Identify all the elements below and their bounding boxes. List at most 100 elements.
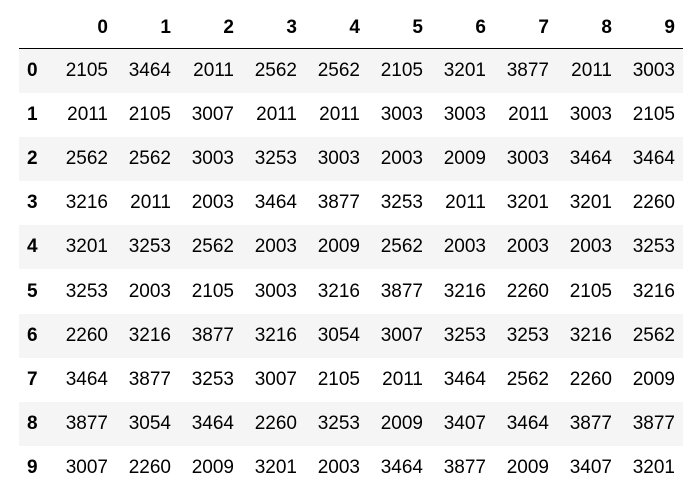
table-cell: 3464 bbox=[254, 192, 297, 214]
table-cell: 3877 bbox=[191, 324, 234, 346]
table-cell: 2009 bbox=[317, 236, 360, 258]
table-cell: 3007 bbox=[65, 457, 108, 479]
table-cell: 2009 bbox=[443, 147, 486, 169]
table-cell: 2003 bbox=[317, 457, 360, 479]
table-cell: 3253 bbox=[317, 413, 360, 435]
table-cell: 2011 bbox=[67, 103, 108, 125]
table-cell: 3007 bbox=[380, 324, 423, 346]
row-index-label: 5 bbox=[27, 280, 38, 302]
table-cell: 3253 bbox=[632, 236, 675, 258]
table-cell: 2011 bbox=[130, 192, 171, 214]
table-cell: 3407 bbox=[569, 457, 612, 479]
table-row: 1 2011 2105 3007 2011 2011 3003 3003 2011 3003 210… bbox=[19, 92, 683, 137]
column-header: 5 bbox=[368, 8, 431, 49]
table-cell: 2011 bbox=[508, 103, 549, 125]
table-cell: 2009 bbox=[191, 457, 234, 479]
table-cell: 2562 bbox=[317, 59, 360, 81]
column-header: 0 bbox=[53, 8, 116, 49]
table-cell: 3877 bbox=[632, 413, 675, 435]
table-body: 0 2105 3464 2011 2562 2562 2105 3201 3877 2011 300… bbox=[19, 48, 683, 491]
table-cell: 3407 bbox=[443, 413, 486, 435]
table-cell: 2105 bbox=[317, 368, 360, 390]
column-header: 4 bbox=[305, 8, 368, 49]
table-cell: 3003 bbox=[632, 59, 675, 81]
row-index-label: 2 bbox=[27, 147, 38, 169]
table-cell: 2105 bbox=[128, 103, 171, 125]
table-cell: 3464 bbox=[380, 457, 423, 479]
table-cell: 3216 bbox=[632, 280, 675, 302]
table-cell: 3464 bbox=[128, 59, 171, 81]
table-cell: 3877 bbox=[443, 457, 486, 479]
table-cell: 3201 bbox=[569, 192, 612, 214]
table-cell: 2260 bbox=[506, 280, 549, 302]
table-cell: 3003 bbox=[443, 103, 486, 125]
table-cell: 3464 bbox=[191, 413, 234, 435]
table-cell: 3253 bbox=[380, 192, 423, 214]
table-cell: 2105 bbox=[191, 280, 234, 302]
column-header: 8 bbox=[557, 8, 620, 49]
index-corner-cell bbox=[19, 8, 53, 49]
row-index-label: 1 bbox=[27, 103, 38, 125]
table-cell: 3003 bbox=[506, 147, 549, 169]
table-cell: 3253 bbox=[506, 324, 549, 346]
table-cell: 3007 bbox=[191, 103, 234, 125]
table-cell: 3464 bbox=[65, 368, 108, 390]
table-cell: 3003 bbox=[254, 280, 297, 302]
table-cell: 2562 bbox=[65, 147, 108, 169]
table-cell: 2562 bbox=[128, 147, 171, 169]
row-index-label: 9 bbox=[27, 457, 38, 479]
table-cell: 2003 bbox=[191, 192, 234, 214]
table-cell: 3216 bbox=[128, 324, 171, 346]
table-cell: 3003 bbox=[380, 103, 423, 125]
table-cell: 3253 bbox=[254, 147, 297, 169]
table-cell: 3201 bbox=[443, 59, 486, 81]
table-cell: 2562 bbox=[632, 324, 675, 346]
table-cell: 3201 bbox=[65, 236, 108, 258]
row-index-label: 7 bbox=[27, 368, 38, 390]
table-cell: 2003 bbox=[569, 236, 612, 258]
table-cell: 3253 bbox=[443, 324, 486, 346]
table-cell: 3253 bbox=[191, 368, 234, 390]
table-cell: 3003 bbox=[569, 103, 612, 125]
table-cell: 3464 bbox=[569, 147, 612, 169]
table-cell: 2011 bbox=[445, 192, 486, 214]
table-cell: 2260 bbox=[254, 413, 297, 435]
table-cell: 2105 bbox=[65, 59, 108, 81]
table-cell: 3003 bbox=[317, 147, 360, 169]
table-cell: 3464 bbox=[632, 147, 675, 169]
table-cell: 3253 bbox=[128, 236, 171, 258]
table-cell: 2011 bbox=[193, 59, 234, 81]
table-cell: 2003 bbox=[443, 236, 486, 258]
table-cell: 2260 bbox=[632, 192, 675, 214]
table-cell: 3464 bbox=[506, 413, 549, 435]
row-index-label: 6 bbox=[27, 324, 38, 346]
table-row: 6 2260 3216 3877 3216 3054 3007 3253 3253 3216 256… bbox=[19, 313, 683, 358]
table-cell: 3877 bbox=[65, 413, 108, 435]
column-header: 7 bbox=[494, 8, 557, 49]
table-row: 9 3007 2260 2009 3201 2003 3464 3877 2009 3407 320… bbox=[19, 446, 683, 491]
table-cell: 3054 bbox=[128, 413, 171, 435]
table-row: 8 3877 3054 3464 2260 3253 2009 3407 3464 3877 387… bbox=[19, 402, 683, 447]
table-cell: 3216 bbox=[443, 280, 486, 302]
table-row: 0 2105 3464 2011 2562 2562 2105 3201 3877 2011 300… bbox=[19, 48, 683, 93]
table-cell: 3007 bbox=[254, 368, 297, 390]
table-cell: 3877 bbox=[506, 59, 549, 81]
table-cell: 3216 bbox=[569, 324, 612, 346]
row-index-label: 8 bbox=[27, 413, 38, 435]
table-cell: 3877 bbox=[569, 413, 612, 435]
table-cell: 2009 bbox=[506, 457, 549, 479]
table-cell: 3464 bbox=[443, 368, 486, 390]
table-cell: 2562 bbox=[506, 368, 549, 390]
table-row: 5 3253 2003 2105 3003 3216 3877 3216 2260 2105 321… bbox=[19, 269, 683, 314]
table-cell: 2003 bbox=[380, 147, 423, 169]
column-header: 1 bbox=[116, 8, 179, 49]
column-header: 9 bbox=[620, 8, 683, 49]
table-cell: 2011 bbox=[571, 59, 612, 81]
table-cell: 2260 bbox=[569, 368, 612, 390]
table-cell: 3216 bbox=[254, 324, 297, 346]
table-cell: 2105 bbox=[632, 103, 675, 125]
